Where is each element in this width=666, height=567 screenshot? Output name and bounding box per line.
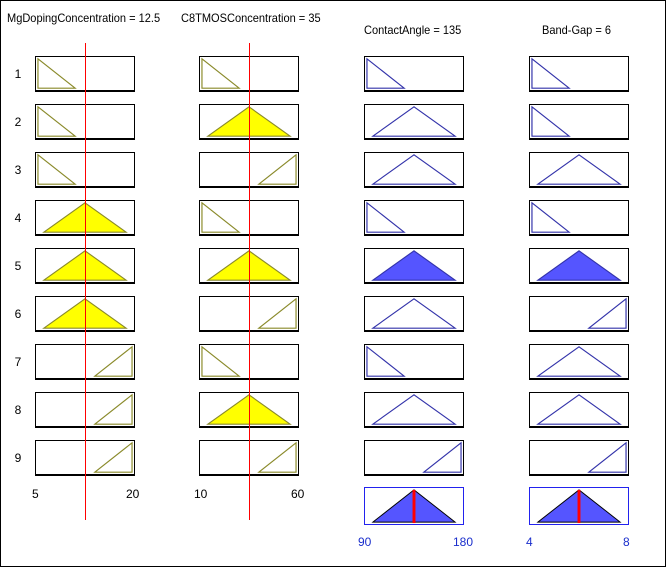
c8tmos-max-label: 60 <box>291 487 305 501</box>
membership-function-triangle <box>536 154 622 185</box>
mg-doping-min-label: 5 <box>32 487 39 501</box>
membership-function-triangle <box>93 393 133 425</box>
membership-function-triangle <box>531 105 571 137</box>
band-gap-rule-5-mf-plot <box>529 248 629 284</box>
contact-angle-rule-6-mf-plot <box>364 296 464 332</box>
band-gap-rule-9-mf-plot <box>529 440 629 476</box>
contact-angle-rule-5-mf-plot <box>364 248 464 284</box>
membership-function-triangle <box>257 297 297 329</box>
band-gap-rule-6-mf-plot <box>529 296 629 332</box>
membership-function-triangle <box>531 201 571 233</box>
membership-function-triangle <box>371 298 457 329</box>
membership-function-triangle <box>371 250 457 281</box>
membership-function-triangle <box>587 297 627 329</box>
membership-function-triangle <box>257 153 297 185</box>
membership-function-triangle <box>201 345 241 377</box>
rule-number: 1 <box>14 67 22 81</box>
membership-function-triangle <box>366 201 406 233</box>
band-gap-rule-8-mf-plot <box>529 392 629 428</box>
band-gap-min-label: 4 <box>526 535 533 549</box>
c8tmos-min-label: 10 <box>194 487 208 501</box>
membership-function-triangle <box>366 57 406 89</box>
membership-function-triangle <box>371 106 457 137</box>
contact-angle-min-label: 90 <box>358 535 372 549</box>
mg-doping-input-value-line[interactable] <box>85 43 86 520</box>
rule-number: 3 <box>14 163 22 177</box>
contact-angle-rule-4-mf-plot <box>364 200 464 236</box>
contact-angle-rule-3-mf-plot <box>364 152 464 188</box>
membership-function-triangle <box>536 250 622 281</box>
membership-function-triangle <box>93 345 133 377</box>
rule-number: 4 <box>14 211 22 225</box>
contact-angle-aggregated-output-plot <box>364 487 464 525</box>
membership-function-triangle <box>366 345 406 377</box>
band-gap-rule-7-mf-plot <box>529 344 629 380</box>
input-title-mg-doping: MgDopingConcentration = 12.5 <box>7 11 161 25</box>
membership-function-triangle <box>201 201 241 233</box>
contact-angle-rule-9-mf-plot <box>364 440 464 476</box>
rule-number: 5 <box>14 259 22 273</box>
contact-angle-max-label: 180 <box>453 535 474 549</box>
membership-function-triangle <box>371 154 457 185</box>
contact-angle-rule-2-mf-plot <box>364 104 464 140</box>
output-title-contact-angle: ContactAngle = 135 <box>364 23 462 37</box>
rule-number: 2 <box>14 115 22 129</box>
band-gap-rule-2-mf-plot <box>529 104 629 140</box>
rule-number: 9 <box>14 451 22 465</box>
membership-function-triangle <box>371 394 457 425</box>
band-gap-max-label: 8 <box>623 535 630 549</box>
contact-angle-rule-7-mf-plot <box>364 344 464 380</box>
contact-angle-rule-8-mf-plot <box>364 392 464 428</box>
membership-function-triangle <box>531 57 571 89</box>
membership-function-triangle <box>257 441 297 473</box>
membership-function-triangle <box>37 57 77 89</box>
c8tmos-input-value-line[interactable] <box>249 43 250 520</box>
output-title-band-gap: Band-Gap = 6 <box>542 23 612 37</box>
band-gap-rule-4-mf-plot <box>529 200 629 236</box>
rule-number: 8 <box>14 403 22 417</box>
membership-function-triangle <box>536 346 622 377</box>
membership-function-triangle <box>422 441 462 473</box>
contact-angle-rule-1-mf-plot <box>364 56 464 92</box>
membership-function-triangle <box>93 441 133 473</box>
membership-function-triangle <box>201 57 241 89</box>
band-gap-rule-3-mf-plot <box>529 152 629 188</box>
membership-function-triangle <box>37 105 77 137</box>
band-gap-rule-1-mf-plot <box>529 56 629 92</box>
input-title-c8tmos: C8TMOSConcentration = 35 <box>181 11 321 25</box>
membership-function-triangle <box>587 441 627 473</box>
membership-function-triangle <box>536 394 622 425</box>
rule-number: 6 <box>14 307 22 321</box>
mg-doping-max-label: 20 <box>126 487 140 501</box>
rule-number: 7 <box>14 355 22 369</box>
membership-function-triangle <box>37 153 77 185</box>
band-gap-aggregated-output-plot <box>529 487 629 525</box>
